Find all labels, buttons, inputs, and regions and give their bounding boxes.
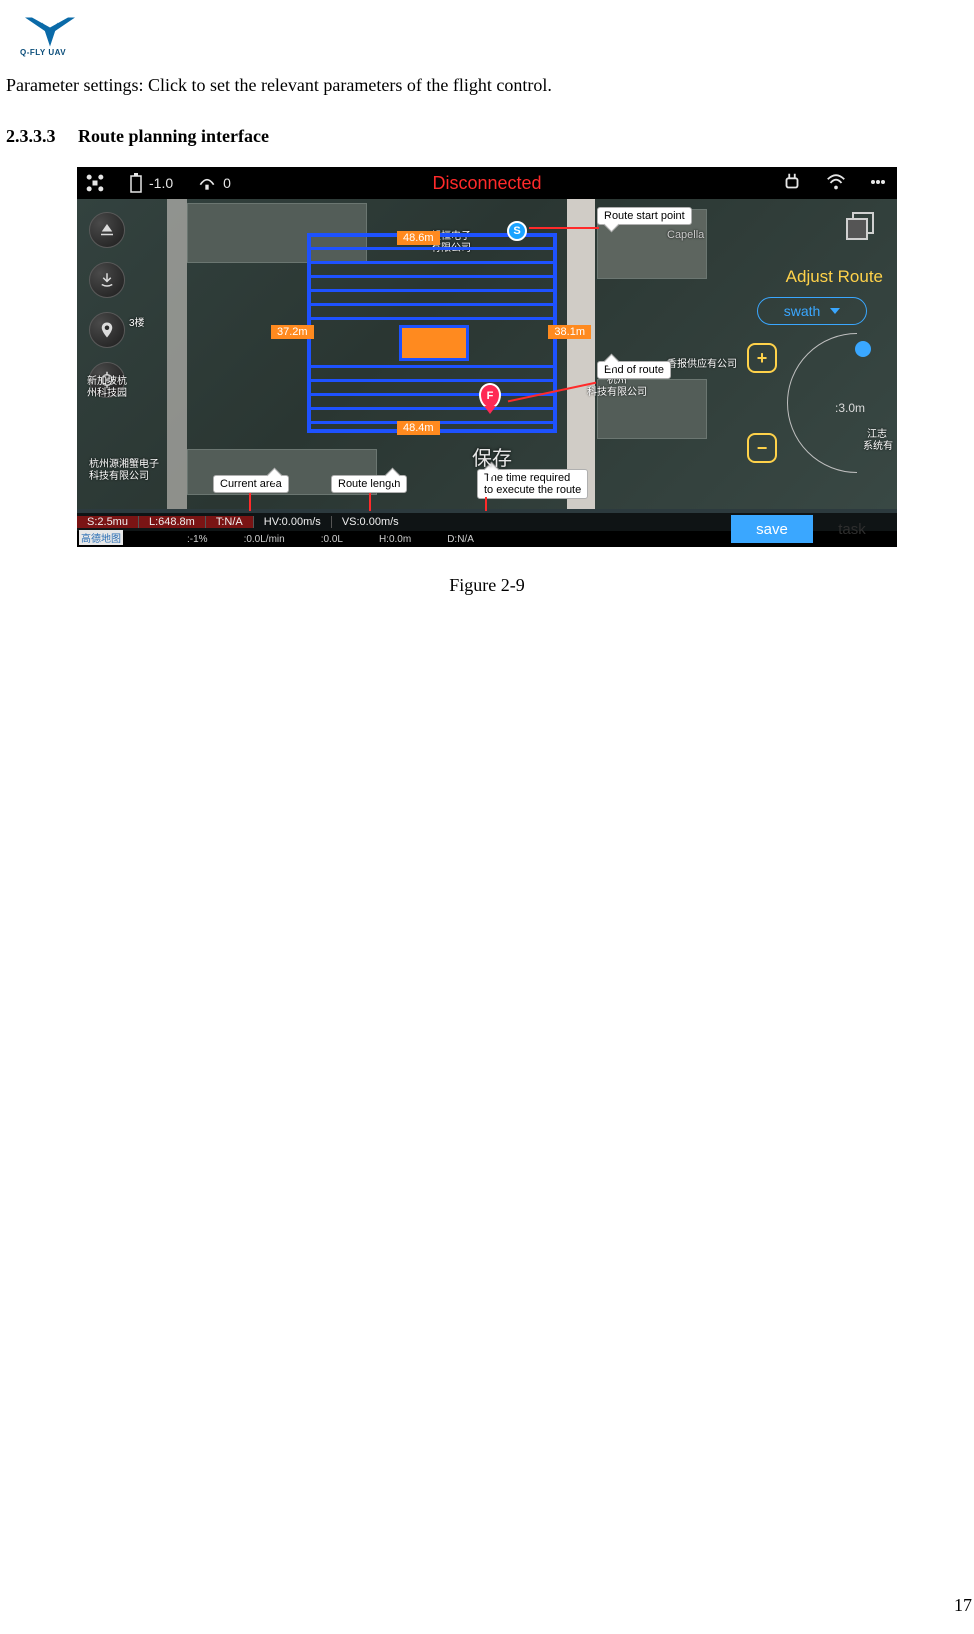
- poi-label-1b: 州科技园: [87, 384, 127, 399]
- callout-end-route: End of route: [597, 361, 671, 379]
- arc-value: :3.0m: [835, 401, 865, 415]
- chevron-down-icon: [830, 308, 840, 314]
- status-flow: :0.0L/min: [226, 534, 303, 545]
- save-chinese-label: 保存: [472, 442, 512, 471]
- status-l: L:648.8m: [138, 516, 205, 528]
- callout-route-start: Route start point: [597, 207, 692, 225]
- poi-label-2b: 科技有限公司: [89, 467, 149, 482]
- adjust-route-title: Adjust Route: [786, 267, 883, 287]
- status-disconnected: Disconnected: [432, 173, 541, 194]
- arrow-start: [529, 227, 599, 229]
- satellite-icon: 0: [197, 173, 231, 193]
- start-marker[interactable]: S: [507, 221, 527, 241]
- status-vol: :0.0L: [303, 534, 361, 545]
- callout-route-length: Route length: [331, 475, 407, 493]
- arc-knob[interactable]: [855, 341, 871, 357]
- route-planning-screenshot: -1.0 0 Disconnected: [77, 167, 897, 547]
- menu-dots-icon[interactable]: [869, 171, 887, 196]
- status-vs: VS:0.00m/s: [331, 516, 409, 528]
- page-number: 17: [954, 1595, 972, 1616]
- section-heading: 2.3.3.3 Route planning interface: [6, 126, 974, 147]
- signal-icon[interactable]: [825, 171, 847, 196]
- map-attribution: 高德地图: [79, 530, 123, 545]
- swath-label: swath: [784, 303, 821, 319]
- satellite-value: 0: [223, 175, 231, 191]
- arrow-3: [485, 497, 487, 511]
- minus-button[interactable]: −: [747, 433, 777, 463]
- app-top-bar: -1.0 0 Disconnected: [77, 167, 897, 199]
- status-d: D:N/A: [429, 534, 492, 545]
- layers-icon[interactable]: [843, 209, 879, 245]
- callout-time-required: The time required to execute the route: [477, 469, 588, 499]
- left-icon-column: [89, 212, 125, 398]
- brand-text: Q-FLY UAV: [20, 48, 66, 57]
- return-home-icon[interactable]: [89, 262, 125, 298]
- save-button[interactable]: save: [731, 515, 813, 543]
- edge-bottom-label: 48.4m: [397, 421, 440, 435]
- section-number: 2.3.3.3: [6, 126, 56, 147]
- battery-icon: -1.0: [129, 173, 173, 193]
- status-s: S:2.5mu: [77, 516, 138, 528]
- plus-button[interactable]: +: [747, 343, 777, 373]
- drone-icon[interactable]: [85, 173, 105, 193]
- swath-dropdown[interactable]: swath: [757, 297, 867, 325]
- floor-label: 3楼: [129, 314, 145, 329]
- edge-right-label: 38.1m: [548, 325, 591, 339]
- planned-area[interactable]: 48.6m 37.2m 38.1m 48.4m S F: [307, 233, 557, 433]
- edge-top-label: 48.6m: [397, 231, 440, 245]
- figure: -1.0 0 Disconnected: [77, 167, 897, 596]
- poi-label-4b: 科技有限公司: [587, 383, 647, 398]
- section-title: Route planning interface: [78, 126, 269, 146]
- edge-left-label: 37.2m: [271, 325, 314, 339]
- battery-value: -1.0: [149, 175, 173, 191]
- page-header: Q-FLY UAV: [0, 0, 974, 55]
- callout-current-area: Current area: [213, 475, 289, 493]
- status-hv: HV:0.00m/s: [253, 516, 331, 528]
- figure-caption: Figure 2-9: [77, 575, 897, 596]
- status-h: H:0.0m: [361, 534, 429, 545]
- arrow-1: [249, 493, 251, 511]
- poi-icon[interactable]: [89, 312, 125, 348]
- plug-icon[interactable]: [781, 171, 803, 196]
- task-button[interactable]: task: [817, 515, 887, 543]
- right-panel: Adjust Route swath + − :3.0m: [727, 203, 897, 513]
- param-settings-text: Parameter settings: Click to set the rel…: [0, 75, 974, 96]
- takeoff-icon[interactable]: [89, 212, 125, 248]
- brand-logo: Q-FLY UAV: [20, 10, 80, 55]
- poi-capella: Capella: [667, 229, 704, 241]
- arrow-2: [369, 493, 371, 511]
- exclusion-zone: [399, 325, 469, 361]
- status-t: T:N/A: [205, 516, 253, 528]
